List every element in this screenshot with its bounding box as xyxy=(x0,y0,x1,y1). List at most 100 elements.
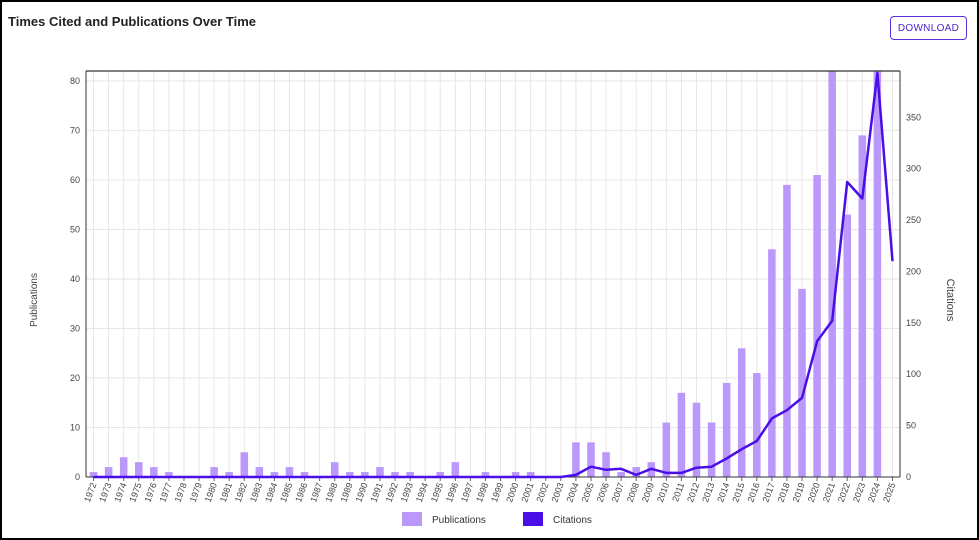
citations-line-group xyxy=(93,71,894,479)
publication-bar[interactable] xyxy=(150,467,158,477)
y-tick-label: 70 xyxy=(70,125,80,135)
publication-bar[interactable] xyxy=(346,472,354,477)
publication-bar[interactable] xyxy=(737,348,746,477)
publication-bar[interactable] xyxy=(526,472,535,477)
x-tick-label: 2019 xyxy=(791,481,807,503)
x-tick-label: 1984 xyxy=(263,481,279,503)
x-tick-label: 2011 xyxy=(670,481,686,503)
y2-tick-label: 250 xyxy=(906,215,921,225)
publication-bar[interactable] xyxy=(210,467,218,477)
publication-bar[interactable] xyxy=(255,467,264,477)
x-tick-label: 2025 xyxy=(881,481,897,503)
x-tick-label: 1988 xyxy=(323,481,339,503)
x-tick-label: 2005 xyxy=(580,481,596,503)
citations-line[interactable] xyxy=(93,71,894,479)
x-tick-label: 1976 xyxy=(142,481,158,503)
x-tick-label: 1982 xyxy=(233,481,249,503)
publication-bar[interactable] xyxy=(753,373,761,477)
publication-bar[interactable] xyxy=(406,472,414,477)
x-tick-label: 2022 xyxy=(836,481,852,503)
x-tick-label: 2021 xyxy=(821,481,837,503)
x-tick-label: 1981 xyxy=(218,481,234,503)
x-tick-label: 1991 xyxy=(369,481,385,503)
y-tick-label: 60 xyxy=(70,175,80,185)
x-tick-label: 1985 xyxy=(278,481,294,503)
x-tick-label: 1978 xyxy=(173,481,189,503)
publication-bar[interactable] xyxy=(843,214,852,477)
publication-bar[interactable] xyxy=(511,472,520,477)
y-tick-label: 40 xyxy=(70,274,80,284)
x-tick-label: 1986 xyxy=(293,481,309,503)
y2-tick-label: 300 xyxy=(906,164,921,174)
legend: Publications Citations xyxy=(402,512,592,526)
publication-bar[interactable] xyxy=(677,392,686,477)
publication-bar[interactable] xyxy=(783,184,791,477)
publication-bar[interactable] xyxy=(798,288,806,477)
y-tick-label: 30 xyxy=(70,323,80,333)
publication-bar[interactable] xyxy=(104,467,113,477)
x-tick-label: 2008 xyxy=(625,481,641,503)
x-tick-label: 2013 xyxy=(700,481,716,503)
x-tick-label: 1998 xyxy=(474,481,490,503)
download-button[interactable]: DOWNLOAD xyxy=(890,16,967,40)
publication-bar[interactable] xyxy=(270,472,279,477)
legend-swatch-citations[interactable] xyxy=(523,512,543,526)
x-tick-label: 2020 xyxy=(806,481,822,503)
tick-labels: 0 10 20 30 40 50 60 70 80 0 50 100 150 200 250 300 350 19… xyxy=(70,76,921,504)
x-tick-label: 1979 xyxy=(188,481,204,503)
publication-bar[interactable] xyxy=(225,472,233,477)
x-tick-label: 1995 xyxy=(429,481,445,503)
publication-bar[interactable] xyxy=(391,472,399,477)
x-tick-label: 1980 xyxy=(203,481,219,503)
publication-bar[interactable] xyxy=(602,452,610,477)
publication-bar[interactable] xyxy=(300,472,309,477)
x-tick-label: 1977 xyxy=(158,481,174,503)
publication-bar[interactable] xyxy=(813,174,821,477)
x-tick-label: 2015 xyxy=(730,481,746,503)
x-tick-label: 2007 xyxy=(610,481,626,503)
x-tick-label: 2010 xyxy=(655,481,671,503)
x-tick-label: 1996 xyxy=(444,481,460,503)
publication-bar[interactable] xyxy=(617,472,625,477)
publication-bar[interactable] xyxy=(285,467,294,477)
publication-bar[interactable] xyxy=(89,472,98,477)
publication-bar[interactable] xyxy=(451,462,460,477)
x-tick-label: 2006 xyxy=(595,481,611,503)
publication-bar[interactable] xyxy=(873,71,882,477)
publication-bar[interactable] xyxy=(134,462,143,477)
y2-tick-label: 200 xyxy=(906,266,921,276)
legend-label-publications[interactable]: Publications xyxy=(432,515,486,526)
publication-bar[interactable] xyxy=(481,472,490,477)
x-tick-label: 1989 xyxy=(338,481,354,503)
publication-bar[interactable] xyxy=(361,472,369,477)
publication-bar[interactable] xyxy=(165,472,173,477)
y-tick-label: 80 xyxy=(70,76,80,86)
publication-bar[interactable] xyxy=(662,422,671,477)
publication-bar[interactable] xyxy=(632,467,640,477)
x-tick-label: 1974 xyxy=(112,481,128,503)
publication-bar[interactable] xyxy=(436,472,445,477)
x-tick-label: 2009 xyxy=(640,481,656,503)
publication-bar[interactable] xyxy=(587,442,595,477)
publication-bar[interactable] xyxy=(858,135,867,478)
publication-bar[interactable] xyxy=(376,467,384,477)
publication-bar[interactable] xyxy=(722,382,731,477)
x-tick-label: 1990 xyxy=(354,481,370,503)
legend-label-citations[interactable]: Citations xyxy=(553,515,592,526)
x-tick-label: 1994 xyxy=(414,481,430,503)
publication-bar[interactable] xyxy=(240,452,249,477)
y-tick-label: 50 xyxy=(70,224,80,234)
legend-swatch-publications[interactable] xyxy=(402,512,422,526)
y-tick-label: 0 xyxy=(75,472,80,482)
publication-bar[interactable] xyxy=(330,462,339,477)
publication-bar[interactable] xyxy=(572,442,580,477)
publication-bar[interactable] xyxy=(119,457,128,477)
publication-bar[interactable] xyxy=(707,422,716,477)
x-tick-label: 1975 xyxy=(127,481,143,503)
y2-tick-label: 100 xyxy=(906,369,921,379)
publication-bar[interactable] xyxy=(692,402,701,477)
publication-bar[interactable] xyxy=(828,71,836,477)
axes xyxy=(85,70,901,481)
publication-bar[interactable] xyxy=(768,249,776,477)
